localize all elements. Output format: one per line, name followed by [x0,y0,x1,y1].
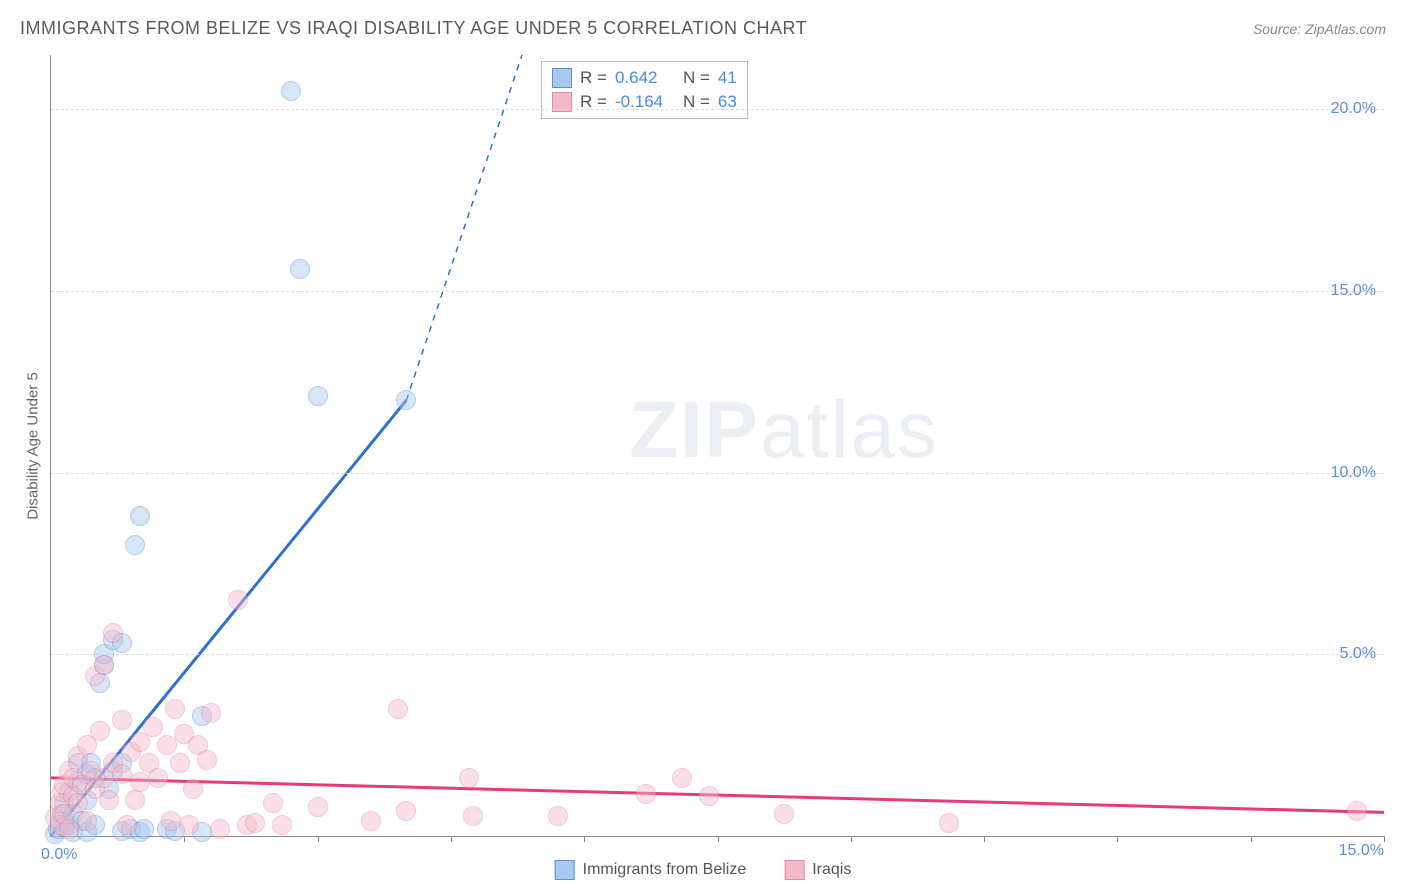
data-point-iraqis [548,806,568,826]
swatch-icon [552,68,572,88]
x-tick [451,836,452,842]
chart-container: IMMIGRANTS FROM BELIZE VS IRAQI DISABILI… [0,0,1406,892]
x-tick [851,836,852,842]
source-attribution: Source: ZipAtlas.com [1253,21,1386,37]
data-point-iraqis [165,699,185,719]
data-point-iraqis [148,768,168,788]
r-label: R = [580,68,607,88]
data-point-iraqis [68,793,88,813]
data-point-belize [290,259,310,279]
data-point-iraqis [263,793,283,813]
data-point-iraqis [201,703,221,723]
data-point-iraqis [161,811,181,831]
y-tick-label: 5.0% [1340,645,1376,663]
data-point-belize [125,535,145,555]
data-point-iraqis [245,813,265,833]
data-point-iraqis [77,811,97,831]
x-axis-end-label: 15.0% [1339,842,1384,860]
legend-item-iraqis: Iraqis [784,860,851,880]
y-axis-label: Disability Age Under 5 [25,372,42,520]
data-point-iraqis [459,768,479,788]
swatch-icon [555,860,575,880]
data-point-belize [396,390,416,410]
data-point-iraqis [396,801,416,821]
data-point-iraqis [308,797,328,817]
stats-row-belize: R = 0.642 N = 41 [552,66,737,90]
gridline [51,291,1384,292]
data-point-iraqis [117,815,137,835]
title-bar: IMMIGRANTS FROM BELIZE VS IRAQI DISABILI… [20,18,1386,39]
x-tick [318,836,319,842]
r-value: 0.642 [615,68,675,88]
chart-title: IMMIGRANTS FROM BELIZE VS IRAQI DISABILI… [20,18,807,39]
n-label: N = [683,68,710,88]
data-point-iraqis [94,655,114,675]
data-point-iraqis [90,721,110,741]
trend-lines [51,55,1384,836]
y-tick-label: 20.0% [1331,100,1376,118]
data-point-iraqis [170,753,190,773]
data-point-iraqis [699,786,719,806]
x-tick [584,836,585,842]
data-point-iraqis [636,784,656,804]
data-point-iraqis [125,790,145,810]
data-point-iraqis [179,815,199,835]
data-point-belize [308,386,328,406]
data-point-iraqis [774,804,794,824]
data-point-iraqis [939,813,959,833]
data-point-iraqis [112,710,132,730]
plot-area: Disability Age Under 5 ZIPatlas R =0.642… [50,55,1384,837]
data-point-iraqis [672,768,692,788]
legend-label: Iraqis [812,861,851,879]
gridline [51,473,1384,474]
data-point-iraqis [130,772,150,792]
n-value: 41 [718,68,737,88]
data-point-iraqis [197,750,217,770]
gridline [51,109,1384,110]
legend-label: Immigrants from Belize [583,861,747,879]
x-tick [1117,836,1118,842]
x-axis-origin-label: 0.0% [41,846,77,864]
data-point-iraqis [103,623,123,643]
data-point-iraqis [272,815,292,835]
y-tick-label: 10.0% [1331,464,1376,482]
data-point-iraqis [388,699,408,719]
data-point-belize [134,819,154,839]
data-point-iraqis [210,819,230,839]
data-point-iraqis [143,717,163,737]
data-point-iraqis [183,779,203,799]
series-legend: Immigrants from Belize Iraqis [555,860,852,880]
swatch-icon [784,860,804,880]
x-tick [984,836,985,842]
data-point-iraqis [157,735,177,755]
data-point-belize [130,506,150,526]
data-point-iraqis [361,811,381,831]
data-point-iraqis [1347,801,1367,821]
y-tick-label: 15.0% [1331,282,1376,300]
x-tick [718,836,719,842]
gridline [51,654,1384,655]
data-point-belize [281,81,301,101]
watermark: ZIPatlas [629,384,938,476]
data-point-iraqis [228,590,248,610]
x-tick [1384,836,1385,842]
x-tick [1251,836,1252,842]
data-point-iraqis [463,806,483,826]
data-point-iraqis [99,790,119,810]
legend-item-belize: Immigrants from Belize [555,860,747,880]
x-tick [184,836,185,842]
